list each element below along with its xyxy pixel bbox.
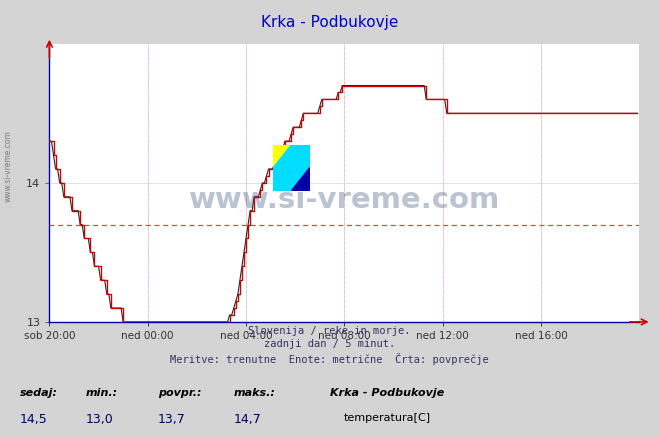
Text: temperatura[C]: temperatura[C] bbox=[344, 413, 431, 423]
Text: min.:: min.: bbox=[86, 388, 118, 398]
Text: maks.:: maks.: bbox=[234, 388, 276, 398]
Text: Meritve: trenutne  Enote: metrične  Črta: povprečje: Meritve: trenutne Enote: metrične Črta: … bbox=[170, 353, 489, 364]
Polygon shape bbox=[273, 168, 291, 191]
Text: 14,7: 14,7 bbox=[234, 413, 262, 426]
Polygon shape bbox=[291, 168, 310, 191]
Text: Krka - Podbukovje: Krka - Podbukovje bbox=[330, 388, 444, 398]
Text: 13,0: 13,0 bbox=[86, 413, 113, 426]
Text: zadnji dan / 5 minut.: zadnji dan / 5 minut. bbox=[264, 339, 395, 350]
Text: 14,5: 14,5 bbox=[20, 413, 47, 426]
Text: povpr.:: povpr.: bbox=[158, 388, 202, 398]
Text: Slovenija / reke in morje.: Slovenija / reke in morje. bbox=[248, 326, 411, 336]
Text: www.si-vreme.com: www.si-vreme.com bbox=[3, 131, 13, 202]
Text: Krka - Podbukovje: Krka - Podbukovje bbox=[261, 15, 398, 30]
Text: www.si-vreme.com: www.si-vreme.com bbox=[188, 186, 500, 214]
Text: 13,7: 13,7 bbox=[158, 413, 186, 426]
Polygon shape bbox=[273, 145, 310, 191]
Polygon shape bbox=[273, 145, 291, 168]
Text: sedaj:: sedaj: bbox=[20, 388, 58, 398]
